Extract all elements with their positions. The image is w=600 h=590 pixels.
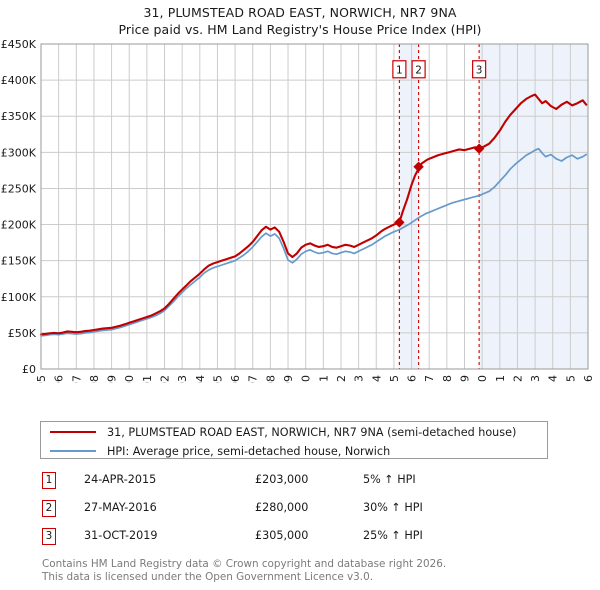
legend-item-property: 31, PLUMSTEAD ROAD EAST, NORWICH, NR7 9N… <box>41 423 547 441</box>
legend-label-hpi: HPI: Average price, semi-detached house,… <box>107 444 391 458</box>
sale-date: 27-MAY-2016 <box>84 501 157 514</box>
sale-index-badge: 3 <box>42 528 56 545</box>
title-line-2: Price paid vs. HM Land Registry's House … <box>118 22 482 37</box>
legend-label-property: 31, PLUMSTEAD ROAD EAST, NORWICH, NR7 9N… <box>107 425 517 439</box>
svg-text:2010: 2010 <box>300 375 313 383</box>
footer-line-2: This data is licensed under the Open Gov… <box>42 570 374 583</box>
svg-text:2012: 2012 <box>335 375 348 383</box>
svg-text:1996: 1996 <box>53 375 66 383</box>
sale-price: £280,000 <box>255 501 309 514</box>
sale-index-badge: 2 <box>42 500 56 517</box>
svg-text:£50K: £50K <box>8 327 37 340</box>
svg-text:2004: 2004 <box>194 375 207 383</box>
table-row: 3 31-OCT-2019 £305,000 25% ↑ HPI <box>40 526 560 554</box>
svg-text:2009: 2009 <box>282 375 295 383</box>
svg-text:2011: 2011 <box>317 375 330 383</box>
price-line-chart: £0 £50K £100K £150K £200K £250K £300K £350K £400… <box>1 38 595 383</box>
table-row: 1 24-APR-2015 £203,000 5% ↑ HPI <box>40 470 560 498</box>
sale-index-badge: 1 <box>42 472 56 489</box>
svg-text:2020: 2020 <box>476 375 489 383</box>
chart-plot-area: £0 £50K £100K £150K £200K £250K £300K £350K £400… <box>0 38 600 383</box>
svg-text:£350K: £350K <box>1 110 37 123</box>
svg-text:2024: 2024 <box>547 375 560 383</box>
svg-text:£400K: £400K <box>1 74 37 87</box>
svg-text:£250K: £250K <box>1 182 37 195</box>
x-axis-tick-labels: 1995 1996 1997 1998 1999 2000 2001 2002 2003 2004… <box>35 375 595 383</box>
footer-line-1: Contains HM Land Registry data © Crown c… <box>42 558 447 570</box>
svg-text:£300K: £300K <box>1 146 37 159</box>
title-line-1: 31, PLUMSTEAD ROAD EAST, NORWICH, NR7 9N… <box>143 5 457 20</box>
svg-text:2015: 2015 <box>388 375 401 383</box>
sale-date: 31-OCT-2019 <box>84 529 158 542</box>
legend-swatch-property <box>50 431 96 433</box>
svg-text:2014: 2014 <box>370 375 383 383</box>
svg-text:1997: 1997 <box>70 375 83 383</box>
legend-swatch-hpi <box>50 450 96 452</box>
svg-text:2006: 2006 <box>229 375 242 383</box>
sale-hpi-delta: 5% ↑ HPI <box>363 473 416 486</box>
sale-hpi-delta: 30% ↑ HPI <box>363 501 423 514</box>
svg-text:2001: 2001 <box>141 375 154 383</box>
svg-text:2008: 2008 <box>264 375 277 383</box>
sale-date: 24-APR-2015 <box>84 473 157 486</box>
page-title: 31, PLUMSTEAD ROAD EAST, NORWICH, NR7 9N… <box>0 4 600 38</box>
event-vertical-lines <box>398 44 480 369</box>
sale-hpi-delta: 25% ↑ HPI <box>363 529 423 542</box>
grid-lines <box>40 43 589 370</box>
svg-text:2023: 2023 <box>529 375 542 383</box>
chart-legend: 31, PLUMSTEAD ROAD EAST, NORWICH, NR7 9N… <box>40 421 548 459</box>
data-series <box>39 93 588 337</box>
svg-text:2: 2 <box>415 64 422 76</box>
sale-point-markers <box>394 143 485 228</box>
y-axis-tick-labels: £0 £50K £100K £150K £200K £250K £300K £350K £400… <box>1 38 37 376</box>
svg-text:2005: 2005 <box>211 375 224 383</box>
svg-text:2002: 2002 <box>159 375 172 383</box>
svg-text:2016: 2016 <box>406 375 419 383</box>
svg-text:2018: 2018 <box>441 375 454 383</box>
highlight-bands <box>399 44 588 369</box>
svg-text:2000: 2000 <box>123 375 136 383</box>
svg-text:£200K: £200K <box>1 219 37 232</box>
svg-text:1998: 1998 <box>88 375 101 383</box>
svg-text:2003: 2003 <box>176 375 189 383</box>
svg-text:2022: 2022 <box>511 375 524 383</box>
svg-text:1999: 1999 <box>106 375 119 383</box>
svg-text:£0: £0 <box>22 363 36 376</box>
sale-price: £203,000 <box>255 473 309 486</box>
svg-text:£450K: £450K <box>1 38 37 51</box>
svg-text:2026: 2026 <box>582 375 595 383</box>
sale-price: £305,000 <box>255 529 309 542</box>
svg-text:2017: 2017 <box>423 375 436 383</box>
svg-text:2021: 2021 <box>494 375 507 383</box>
svg-text:2013: 2013 <box>353 375 366 383</box>
table-row: 2 27-MAY-2016 £280,000 30% ↑ HPI <box>40 498 560 526</box>
svg-text:1: 1 <box>396 64 403 76</box>
svg-text:£100K: £100K <box>1 291 37 304</box>
svg-text:2019: 2019 <box>458 375 471 383</box>
svg-text:3: 3 <box>476 64 483 76</box>
svg-text:£150K: £150K <box>1 255 37 268</box>
attribution-footer: Contains HM Land Registry data © Crown c… <box>42 558 587 583</box>
svg-text:1995: 1995 <box>35 375 48 383</box>
svg-text:2025: 2025 <box>564 375 577 383</box>
svg-text:2007: 2007 <box>247 375 260 383</box>
sales-history-table: 1 24-APR-2015 £203,000 5% ↑ HPI 2 27-MAY… <box>40 470 560 554</box>
legend-item-hpi: HPI: Average price, semi-detached house,… <box>41 442 547 460</box>
